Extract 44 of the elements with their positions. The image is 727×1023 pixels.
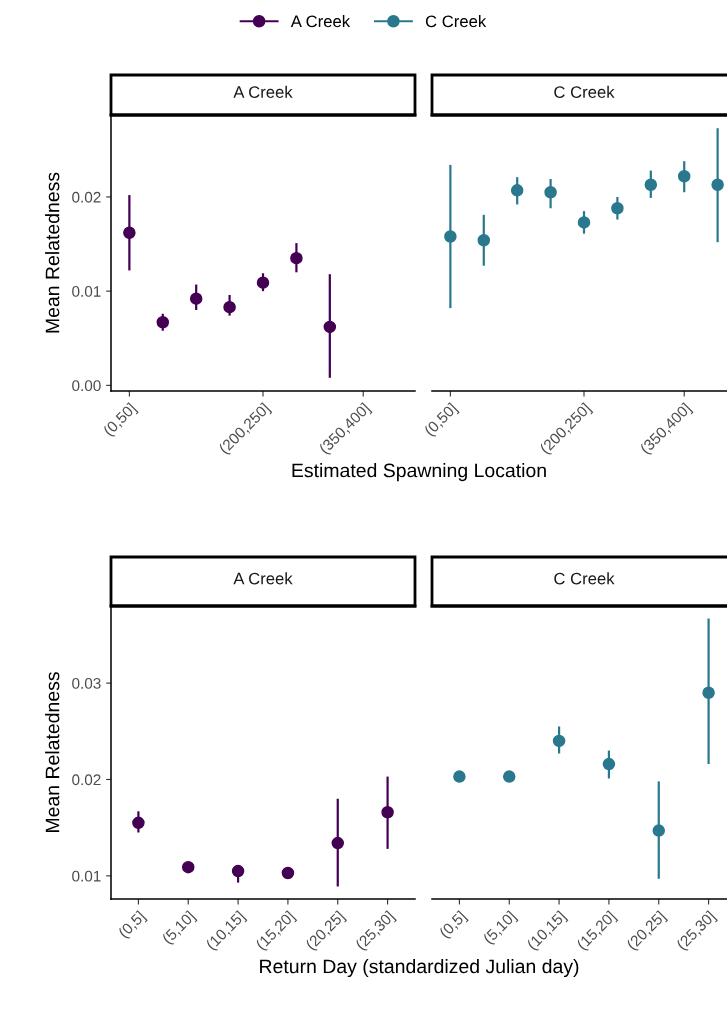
point bbox=[132, 816, 145, 830]
point bbox=[256, 276, 270, 289]
y-tick-label: 0.01 bbox=[72, 870, 101, 882]
point bbox=[444, 230, 457, 243]
y-tick-label: 0.02 bbox=[72, 191, 101, 203]
point bbox=[677, 169, 691, 183]
point bbox=[156, 315, 170, 329]
point bbox=[577, 216, 591, 229]
legend-label: A Creek bbox=[290, 15, 351, 28]
y-tick-label: 0.00 bbox=[72, 380, 101, 392]
point bbox=[510, 184, 524, 197]
point bbox=[181, 860, 195, 874]
point bbox=[477, 234, 491, 247]
y-tick-label: 0.01 bbox=[72, 286, 101, 297]
y-axis-title: Mean Relatedness bbox=[45, 172, 60, 333]
chart-title: A Creek bbox=[233, 572, 293, 585]
y-tick-label: 0.03 bbox=[72, 677, 101, 689]
x-axis-title: Return Day (standardized Julian day) bbox=[260, 958, 579, 978]
point bbox=[711, 178, 724, 191]
point bbox=[502, 770, 516, 783]
x-axis-title: Estimated Spawning Location bbox=[292, 463, 546, 482]
chart-title: A Creek bbox=[233, 85, 293, 98]
y-axis-title: Mean Relatedness bbox=[45, 672, 60, 832]
point bbox=[611, 202, 624, 215]
point bbox=[281, 866, 295, 880]
point bbox=[652, 824, 666, 837]
point bbox=[323, 320, 337, 334]
point bbox=[552, 734, 566, 748]
point bbox=[644, 178, 658, 191]
point bbox=[602, 757, 616, 771]
point bbox=[189, 292, 203, 305]
y-tick-label: 0.02 bbox=[72, 774, 101, 786]
point bbox=[331, 836, 345, 850]
point bbox=[223, 300, 236, 314]
point bbox=[231, 864, 245, 878]
point bbox=[702, 686, 715, 699]
point bbox=[290, 251, 303, 265]
legend-label: C Creek bbox=[425, 15, 487, 28]
point bbox=[123, 226, 136, 239]
point bbox=[381, 806, 394, 819]
chart-title: C Creek bbox=[554, 572, 615, 585]
point bbox=[544, 185, 557, 199]
chart-title: C Creek bbox=[554, 85, 615, 98]
point bbox=[453, 770, 466, 783]
